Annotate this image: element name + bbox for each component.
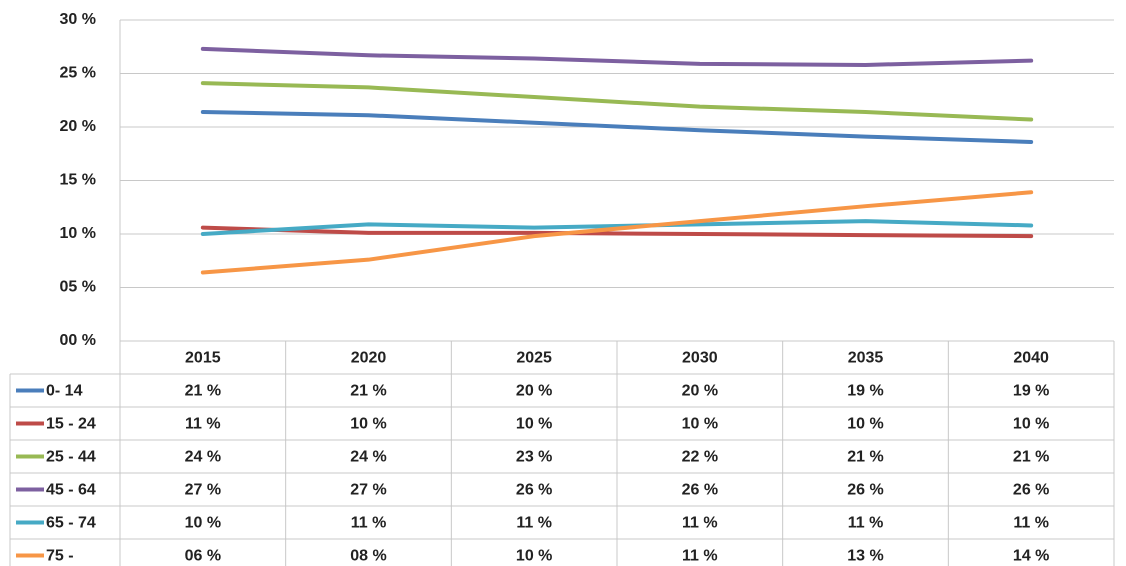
legend-label: 65 - 74 (46, 515, 96, 532)
table-cell: 10 % (847, 416, 883, 433)
table-cell: 10 % (350, 416, 386, 433)
y-tick-label: 05 % (60, 279, 96, 296)
y-tick-label: 10 % (60, 225, 96, 242)
table-cell: 22 % (682, 449, 718, 466)
table-cell: 10 % (1013, 416, 1049, 433)
table-cell: 27 % (350, 482, 386, 499)
series-line (200, 110, 1034, 144)
table-cell: 21 % (350, 383, 386, 400)
y-tick-label: 30 % (60, 11, 96, 28)
table-cell: 26 % (682, 482, 718, 499)
y-tick-label: 20 % (60, 118, 96, 135)
table-cell: 26 % (1013, 482, 1049, 499)
table-cell: 26 % (516, 482, 552, 499)
x-tick-label: 2035 (848, 350, 884, 367)
table-cell: 14 % (1013, 548, 1049, 565)
series-line (200, 190, 1034, 275)
series-line (200, 225, 1034, 239)
table-cell: 24 % (185, 449, 221, 466)
x-tick-label: 2020 (351, 350, 387, 367)
table-cell: 13 % (847, 548, 883, 565)
table-cell: 06 % (185, 548, 221, 565)
table-cell: 27 % (185, 482, 221, 499)
table-cell: 23 % (516, 449, 552, 466)
table-cell: 10 % (185, 515, 221, 532)
table-cell: 21 % (847, 449, 883, 466)
series-line (200, 46, 1034, 67)
legend-label: 15 - 24 (46, 416, 96, 433)
y-tick-label: 15 % (60, 172, 96, 189)
table-cell: 11 % (185, 416, 221, 433)
legend-label: 0- 14 (46, 383, 83, 400)
legend-label: 45 - 64 (46, 482, 96, 499)
x-tick-label: 2040 (1013, 350, 1049, 367)
table-cell: 21 % (1013, 449, 1049, 466)
table-cell: 11 % (1013, 515, 1049, 532)
table-cell: 11 % (682, 515, 718, 532)
table-cell: 10 % (516, 416, 552, 433)
table-cell: 11 % (351, 515, 387, 532)
table-cell: 19 % (1013, 383, 1049, 400)
table-cell: 11 % (848, 515, 884, 532)
table-cell: 20 % (516, 383, 552, 400)
table-cell: 08 % (350, 548, 386, 565)
series-line (200, 81, 1034, 122)
table-cell: 20 % (682, 383, 718, 400)
y-tick-label: 25 % (60, 65, 96, 82)
y-tick-label: 00 % (60, 332, 96, 349)
table-cell: 24 % (350, 449, 386, 466)
table-cell: 19 % (847, 383, 883, 400)
table-cell: 10 % (682, 416, 718, 433)
x-tick-label: 2030 (682, 350, 718, 367)
table-cell: 26 % (847, 482, 883, 499)
table-cell: 11 % (516, 515, 552, 532)
series-line (200, 219, 1034, 236)
x-tick-label: 2025 (516, 350, 552, 367)
x-tick-label: 2015 (185, 350, 221, 367)
table-cell: 11 % (682, 548, 718, 565)
table-cell: 21 % (185, 383, 221, 400)
table-cell: 10 % (516, 548, 552, 565)
legend-label: 75 - (46, 548, 74, 565)
legend-label: 25 - 44 (46, 449, 96, 466)
